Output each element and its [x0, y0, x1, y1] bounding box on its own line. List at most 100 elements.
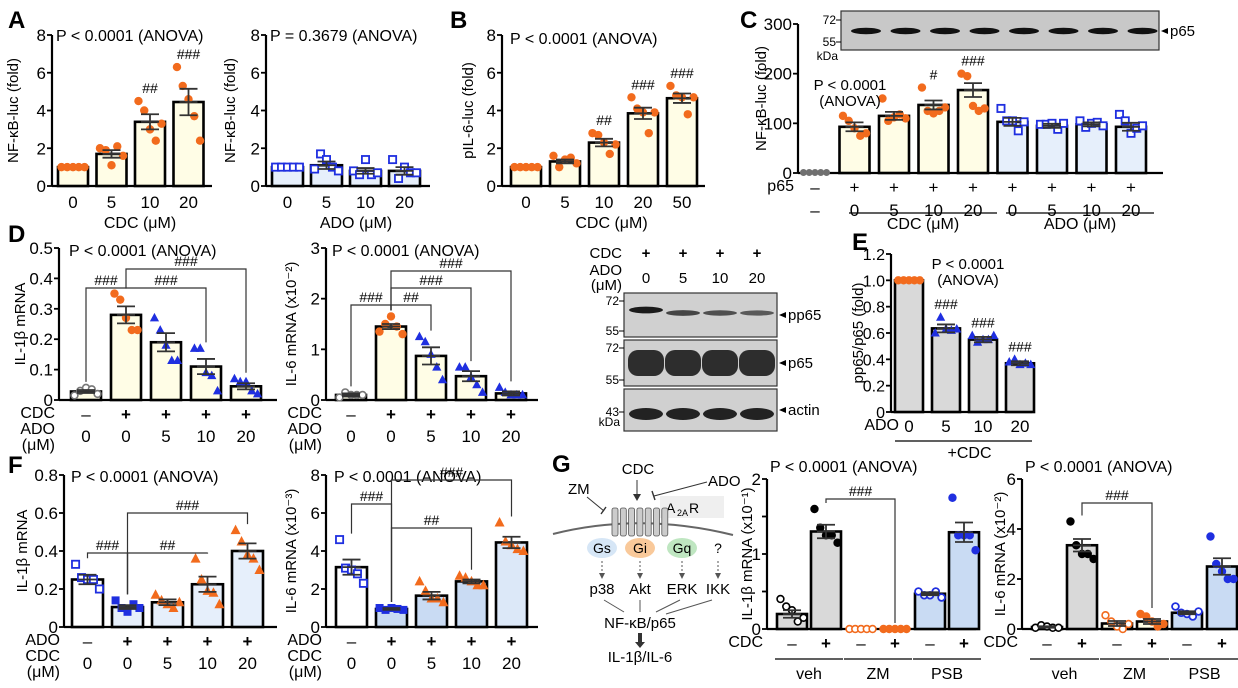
- y-axis-label: IL-1β mRNA: [14, 510, 31, 593]
- bar: [877, 114, 911, 175]
- data-point: [230, 524, 241, 535]
- cdc-plus: +: [679, 245, 688, 262]
- data-point: [890, 624, 900, 634]
- zm-label: ZM: [568, 481, 590, 498]
- data-point: [811, 169, 819, 177]
- row1-label: +: [929, 178, 939, 197]
- row1-title: ADO: [25, 632, 60, 649]
- data-point: [549, 151, 558, 160]
- data-point: [68, 162, 78, 172]
- data-point: [965, 531, 974, 540]
- y-tick-label: 200: [764, 65, 792, 84]
- arrow-icon: [599, 573, 605, 579]
- data-point: [940, 103, 950, 112]
- data-point: [810, 504, 819, 514]
- data-point: [817, 169, 825, 177]
- row1-label: –: [810, 178, 820, 197]
- ado-dose: 20: [749, 270, 766, 287]
- y-tick-label: 6: [487, 64, 496, 83]
- significance-bracket: [390, 270, 512, 382]
- y-tick-label: 8: [37, 26, 46, 45]
- x-axis-label: CDC (μM): [575, 215, 647, 232]
- ado-dose: 5: [679, 270, 687, 287]
- row1-label: –: [1112, 634, 1122, 653]
- panel-letter-c: C: [740, 7, 757, 34]
- x-tick-label: 20: [634, 193, 653, 212]
- data-point: [118, 151, 128, 160]
- data-point: [196, 574, 207, 584]
- bar: [665, 96, 699, 188]
- row1-label: +: [506, 405, 516, 424]
- band-label: pp65: [788, 307, 821, 324]
- double-arrow-icon: [635, 633, 645, 648]
- bracket-label: ###: [419, 272, 443, 288]
- data-point: [1013, 126, 1023, 136]
- data-point: [1138, 121, 1148, 131]
- bar: [996, 120, 1029, 175]
- blot-band: [629, 408, 663, 420]
- data-point: [460, 362, 470, 371]
- blot-band: [666, 408, 700, 420]
- data-point: [594, 130, 603, 140]
- x-tick-label: 5: [560, 193, 569, 212]
- p-value-label: P < 0.0001 (ANOVA): [69, 243, 216, 260]
- x-tick-label: 10: [595, 193, 614, 212]
- blot-band: [1009, 27, 1039, 35]
- row2-label: 10: [198, 654, 217, 673]
- y-tick-label: 6: [251, 64, 260, 83]
- data-point: [360, 155, 370, 165]
- significance-bracket: [125, 268, 247, 373]
- data-point: [650, 108, 659, 117]
- blot-band: [629, 306, 663, 314]
- y-tick-label: 6: [311, 504, 320, 523]
- data-point: [516, 162, 525, 172]
- transmembrane-helix: [644, 507, 652, 537]
- arrow-icon: [637, 573, 643, 579]
- data-point: [414, 331, 425, 341]
- bar: [1004, 361, 1036, 414]
- chart-G2: 0 2 4 6 IL-6 mRNA (x10⁻²) P < 0.0001 (ANOVA) –…: [983, 459, 1238, 683]
- y-tick-label: 0.4: [34, 542, 58, 561]
- bracket-label: ###: [359, 289, 383, 305]
- y-tick-label: 2: [311, 290, 320, 309]
- data-point: [189, 343, 200, 352]
- significance-bracket: [126, 512, 249, 595]
- blot-band: [740, 408, 774, 420]
- row1-label: +: [426, 405, 436, 424]
- row1-label: +: [161, 405, 171, 424]
- receptor-subscript: 2A: [677, 508, 688, 518]
- data-point: [885, 624, 894, 634]
- y-tick-label: 1.0: [863, 273, 885, 290]
- band-label: p65: [1170, 23, 1195, 40]
- ado-dose: 0: [642, 270, 650, 287]
- y-tick-label: 0.2: [863, 379, 885, 396]
- row2-title: CDC: [287, 648, 322, 665]
- data-point: [310, 164, 320, 174]
- row3-title: (μM): [27, 664, 60, 681]
- bracket-label: ###: [154, 272, 178, 288]
- g-protein-label: ?: [714, 540, 722, 556]
- transmembrane-helix: [661, 507, 669, 537]
- data-point: [129, 600, 138, 609]
- y-tick-label: 8: [487, 26, 496, 45]
- y-axis-label: NF-κB-luc (fold): [222, 58, 239, 163]
- y-tick-label: 2: [37, 139, 46, 158]
- y-axis-label: pp65/p65 (fold): [850, 283, 867, 384]
- blot-band: [703, 408, 737, 420]
- signaling-diagram: CDC ADO ZM A 2A R Gs p38 Gi Akt Gq ERK? IKK NF-κB/p65…: [552, 461, 741, 666]
- chart-B: 0 2 4 6 8 pIL-6-luc (fold) P < 0.0001 (ANOVA) 0…: [460, 26, 705, 232]
- row1-title: p65: [767, 178, 794, 195]
- significance-label: ###: [631, 76, 655, 92]
- row2-label: 0: [81, 427, 90, 446]
- row1-label: +: [121, 405, 131, 424]
- row2-label: 10: [197, 427, 216, 446]
- y-axis-label: IL-1β mRNA: [12, 283, 29, 366]
- transmembrane-helix: [611, 507, 619, 537]
- data-point: [799, 169, 807, 177]
- group-label: PSB: [1188, 666, 1220, 683]
- row2-label: 0: [1008, 201, 1017, 220]
- data-point: [333, 166, 343, 176]
- row1-label: +: [1217, 634, 1227, 653]
- arrow-line: [603, 599, 625, 613]
